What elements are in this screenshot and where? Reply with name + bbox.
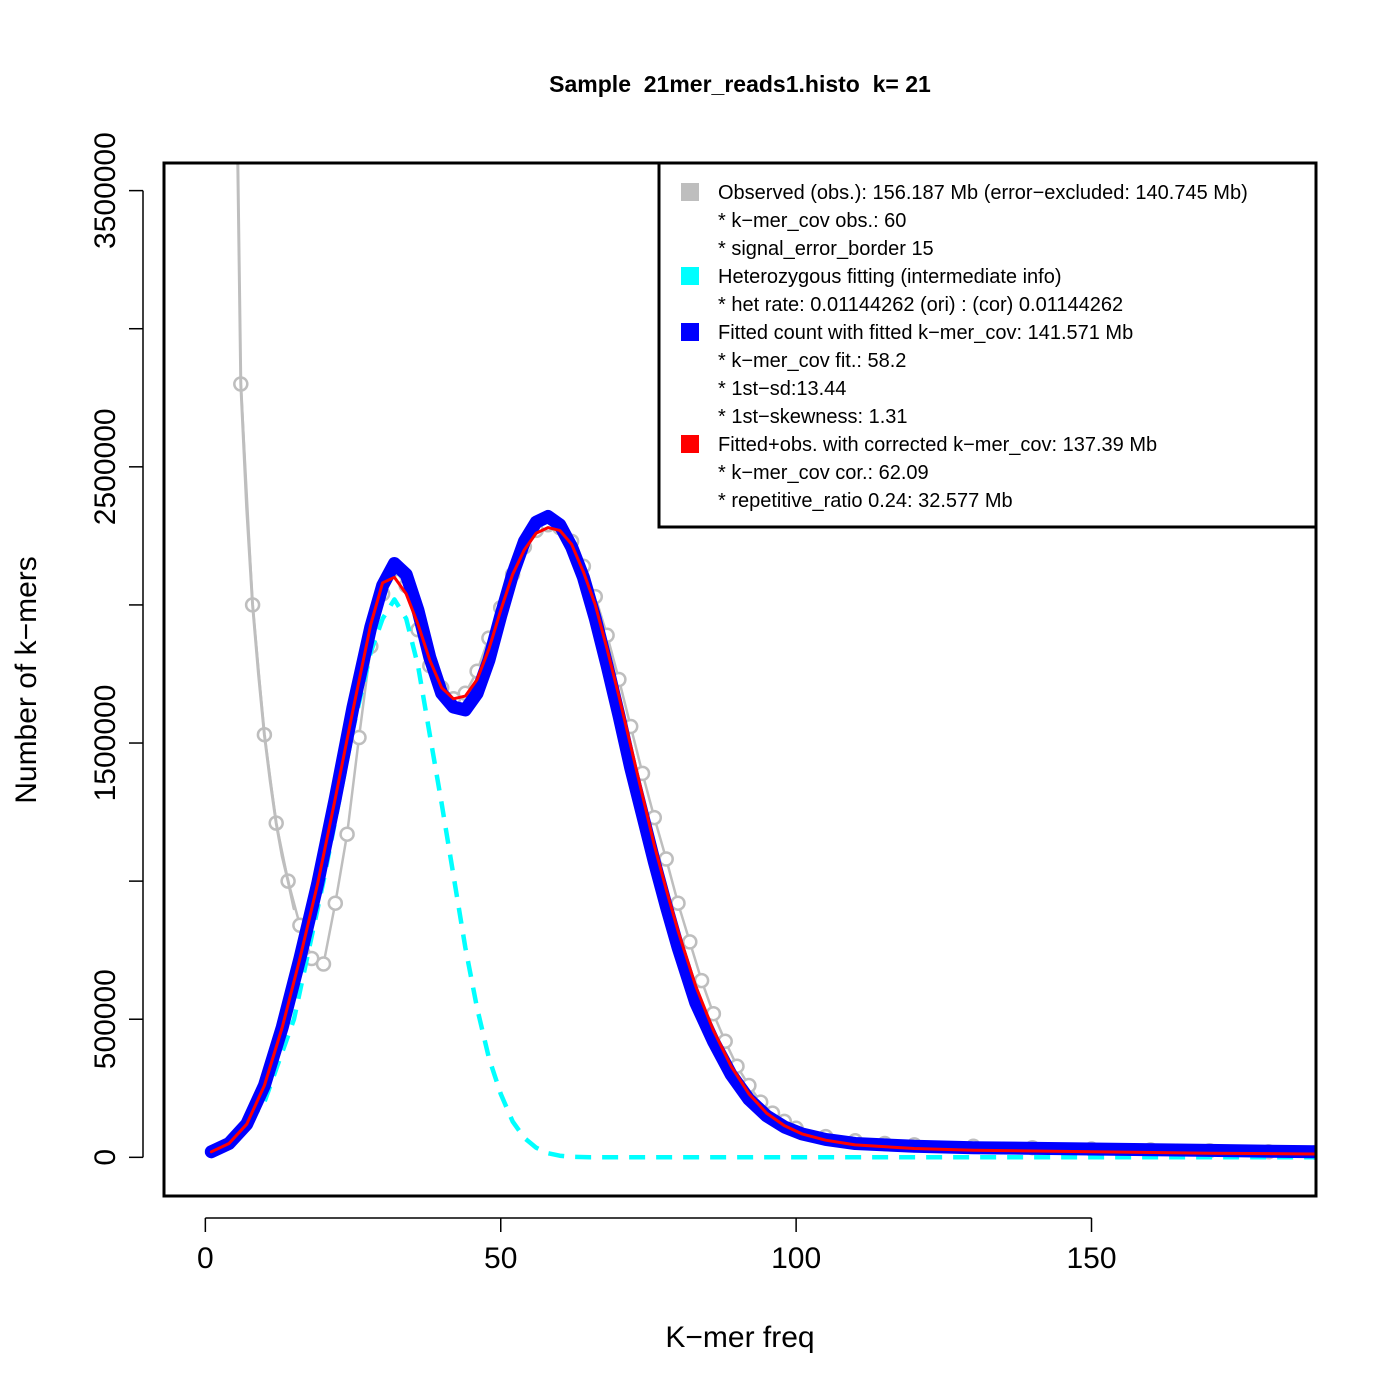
x-tick-label: 50 bbox=[484, 1242, 517, 1275]
series-line bbox=[204, 510, 1316, 1159]
legend-entry: * repetitive_ratio 0.24: 32.577 Mb bbox=[718, 490, 1013, 512]
data-point bbox=[315, 956, 332, 972]
x-axis-label: K−mer freq bbox=[665, 1321, 814, 1354]
x-axis: 0 50 100 150 bbox=[197, 1217, 1117, 1275]
series-line bbox=[204, 597, 1316, 1160]
legend-entry: * 1st−skewness: 1.31 bbox=[718, 406, 908, 428]
y-axis-label: Number of k−mers bbox=[10, 556, 43, 804]
data-point bbox=[693, 972, 710, 989]
data-point bbox=[327, 895, 344, 911]
x-tick-label: 100 bbox=[771, 1242, 821, 1275]
legend-entry: Fitted count with fitted k−mer_cov: 141.… bbox=[718, 322, 1133, 344]
legend-entry: Observed (obs.): 156.187 Mb (error−exclu… bbox=[718, 182, 1248, 204]
legend-swatch bbox=[681, 267, 699, 285]
x-tick-label: 0 bbox=[197, 1242, 214, 1275]
data-layer bbox=[204, 163, 1316, 1161]
legend-box bbox=[657, 161, 1318, 529]
legend-swatch bbox=[681, 323, 699, 341]
legend-swatch bbox=[681, 435, 699, 453]
legend-entry: * k−mer_cov fit.: 58.2 bbox=[718, 350, 906, 372]
data-point bbox=[658, 851, 674, 867]
y-axis: 0 500000 1500000 2500000 3500000 bbox=[89, 132, 144, 1166]
legend-swatch bbox=[681, 183, 699, 201]
data-point bbox=[339, 826, 355, 842]
legend: Observed (obs.): 156.187 Mb (error−exclu… bbox=[657, 161, 1318, 529]
legend-entry: * k−mer_cov cor.: 62.09 bbox=[718, 462, 929, 484]
y-tick-label: 3500000 bbox=[89, 132, 122, 249]
y-tick-label: 2500000 bbox=[89, 408, 122, 525]
y-tick-label: 0 bbox=[89, 1149, 122, 1166]
legend-entry: * k−mer_cov obs.: 60 bbox=[718, 210, 906, 232]
data-point bbox=[682, 934, 698, 950]
legend-entry: * het rate: 0.01144262 (ori) : (cor) 0.0… bbox=[718, 294, 1123, 316]
y-tick-label: 1500000 bbox=[89, 685, 122, 802]
chart-title: Sample 21mer_reads1.histo k= 21 bbox=[549, 71, 931, 97]
y-tick-label: 500000 bbox=[89, 969, 122, 1069]
legend-entry: * 1st−sd:13.44 bbox=[718, 378, 846, 400]
legend-entry: * signal_error_border 15 bbox=[718, 238, 934, 260]
x-tick-label: 150 bbox=[1066, 1242, 1116, 1275]
series-line bbox=[236, 163, 296, 911]
legend-entry: Heterozygous fitting (intermediate info) bbox=[718, 266, 1062, 288]
series-line bbox=[209, 526, 1316, 1156]
legend-entry: Fitted+obs. with corrected k−mer_cov: 13… bbox=[718, 434, 1157, 456]
